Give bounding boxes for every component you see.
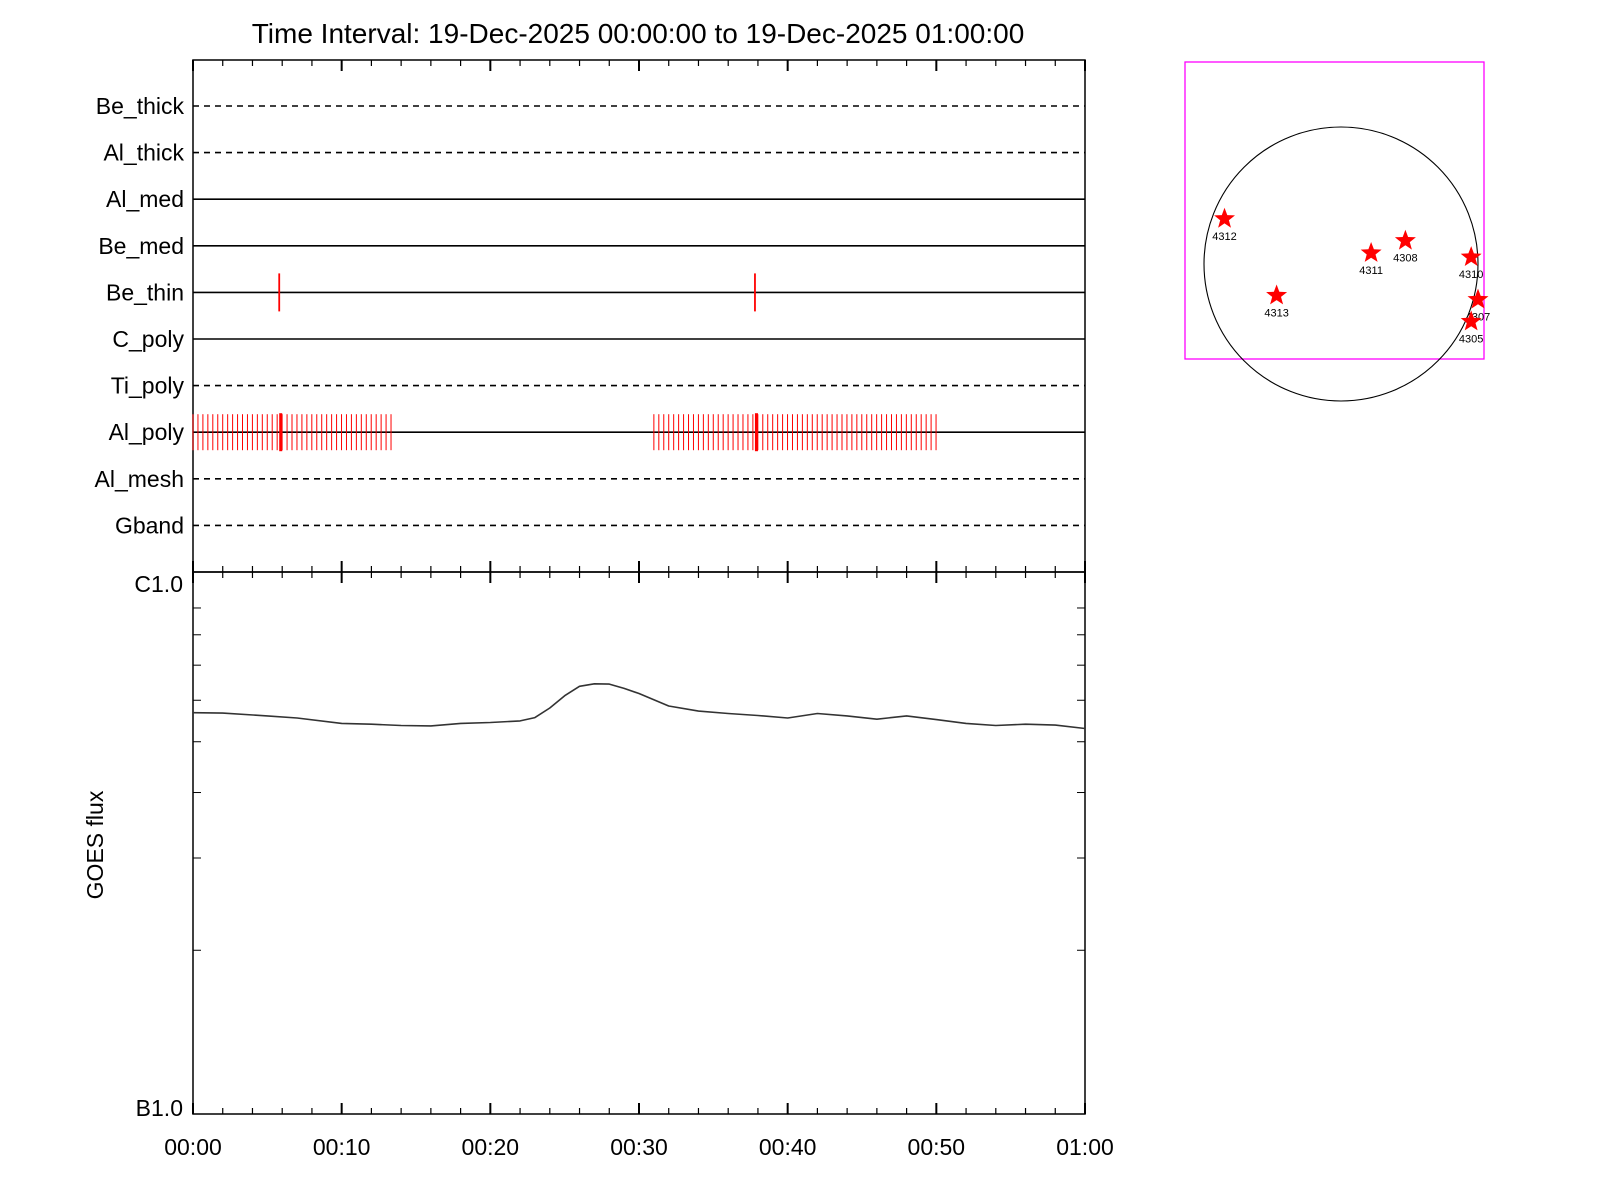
x-tick-label: 00:00: [164, 1134, 222, 1160]
active-region-label: 4312: [1212, 231, 1236, 243]
active-region-marker: [1460, 246, 1482, 266]
goes-flux-line: [192, 683, 1086, 730]
active-region-marker: [1266, 284, 1288, 305]
active-region-marker: [1460, 310, 1482, 331]
active-region-label: 4305: [1459, 334, 1483, 346]
active-region-marker: [1214, 207, 1235, 228]
filter-timeline-panel: Be_thick Al_thick Al_med Be_med Be_thin C_pol…: [95, 59, 1086, 573]
filter-label: Be_thick: [96, 93, 185, 119]
view-frame: [1184, 61, 1485, 360]
x-tick-label: 01:00: [1056, 1134, 1114, 1160]
y-axis-label: GOES flux: [82, 790, 108, 899]
y-tick-label: B1.0: [136, 1095, 183, 1121]
goes-flux-panel: C1.0 B1.0 GOES flux: [82, 571, 1086, 1121]
filter-label: Al_med: [106, 186, 184, 212]
active-region-marker: [1360, 242, 1382, 262]
x-tick-label: 00:30: [610, 1134, 668, 1160]
active-region-marker: [1394, 229, 1416, 250]
active-region-marker: [1467, 288, 1489, 309]
filter-label: Ti_poly: [111, 373, 185, 399]
active-region-label: 4313: [1264, 308, 1288, 320]
flux-frame: [192, 571, 1086, 1115]
y-tick-label: C1.0: [134, 571, 183, 597]
filter-label: Be_med: [98, 233, 184, 259]
filter-label: Gband: [115, 512, 184, 538]
filter-label: Al_mesh: [95, 466, 184, 492]
chart-title: Time Interval: 19-Dec-2025 00:00:00 to 1…: [252, 18, 1025, 49]
filter-label: C_poly: [112, 326, 184, 352]
x-tick-label: 00:20: [462, 1134, 520, 1160]
x-tick-label: 00:10: [313, 1134, 371, 1160]
filter-label: Al_thick: [103, 140, 184, 166]
time-axis: 00:00 00:10 00:20 00:30 00:40 00:50 01:00: [164, 572, 1114, 1160]
filter-label: Be_thin: [106, 279, 184, 305]
active-region-label: 4308: [1393, 253, 1417, 265]
active-region-label: 4310: [1459, 269, 1483, 281]
timeline-frame: [192, 59, 1086, 573]
solar-disk-limb: [1203, 126, 1479, 402]
active-region-label: 4311: [1359, 265, 1383, 277]
x-tick-label: 00:40: [759, 1134, 817, 1160]
x-tick-label: 00:50: [908, 1134, 966, 1160]
filter-label: Al_poly: [109, 419, 185, 445]
